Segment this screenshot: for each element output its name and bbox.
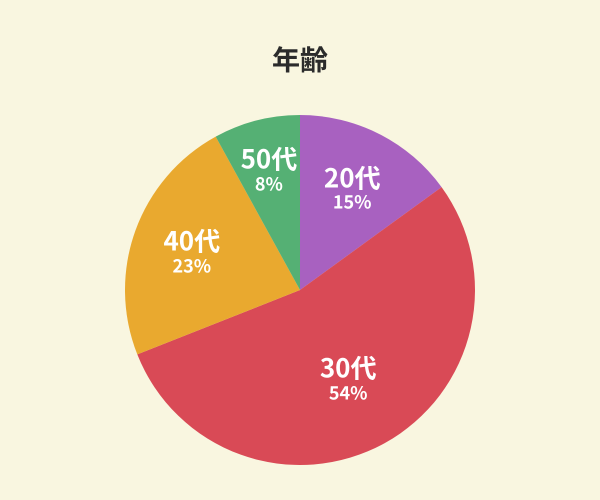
- slice-label: 40代23%: [163, 226, 220, 277]
- slice-label: 30代54%: [320, 352, 377, 403]
- chart-title: 年齢: [0, 39, 600, 79]
- slice-name: 40代: [163, 226, 220, 256]
- slice-label: 20代15%: [324, 162, 381, 213]
- slice-name: 30代: [320, 352, 377, 382]
- pie-svg: [125, 115, 475, 465]
- slice-name: 50代: [241, 144, 298, 174]
- slice-name: 20代: [324, 162, 381, 192]
- pie-chart: 20代15% 30代54% 40代23% 50代8%: [125, 115, 475, 465]
- slice-label: 50代8%: [241, 144, 298, 195]
